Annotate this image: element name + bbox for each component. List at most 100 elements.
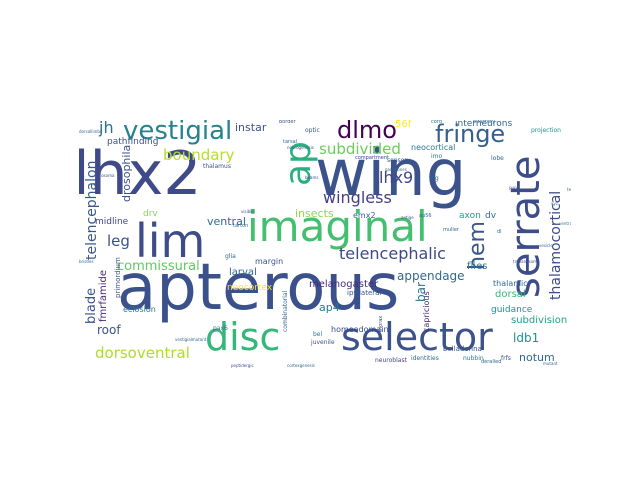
word-margin: margin	[255, 257, 284, 266]
word-cord: cord	[431, 120, 442, 125]
word-lobe: lobe	[491, 155, 504, 162]
word-ap4: ap4	[319, 301, 340, 314]
word-ap56: ap56	[419, 213, 432, 219]
word-vestigialmutant: vestigialmutant	[175, 337, 207, 342]
word-interneurons: interneurons	[455, 120, 513, 129]
word-selector: selector	[341, 315, 493, 359]
word-border: border	[279, 120, 296, 125]
word-fmrfamide: fmrfamide	[98, 269, 109, 322]
word-pathfinding: pathfinding	[107, 137, 159, 147]
word-telencephalic: telencephalic	[339, 244, 446, 263]
word-drosophila: drosophila	[120, 144, 133, 202]
word-notum: notum	[519, 351, 555, 364]
word-thorax: thorax	[378, 315, 384, 332]
word-muller: muller	[443, 227, 459, 233]
word-fringe: fringe	[435, 120, 506, 148]
word-emx2: emx2	[353, 211, 376, 220]
word-nubbin: nubbin	[463, 355, 484, 362]
word-mutant: mutant	[543, 361, 558, 366]
word-roof: roof	[97, 323, 121, 337]
word-lhx2: lhx2	[79, 139, 202, 209]
word-combinatorial: combinatorial	[282, 290, 289, 332]
word-ventralside: ventralside	[559, 221, 571, 226]
word-dlmo: dlmo	[337, 120, 397, 144]
word-optic: optic	[305, 127, 320, 134]
word-neocortical: neocortical	[411, 143, 456, 152]
word-sensory: sensory	[387, 157, 411, 164]
word-melanogaster: melanogaster	[309, 279, 379, 290]
word-tarton: tarton	[233, 223, 249, 229]
word-eclosion: eclosion	[123, 305, 156, 314]
word-apterous: apterous	[117, 251, 400, 325]
word-projection: projection	[531, 127, 561, 134]
word-lim: lim	[135, 214, 206, 268]
word-axon: axon	[459, 211, 481, 221]
word-dorsallimbs: dorsallimbs	[79, 129, 103, 134]
word-appendage: appendage	[397, 269, 465, 283]
word-blade: blade	[84, 287, 99, 324]
word-primordium: primordium	[114, 257, 122, 298]
word-homeodomain: homeodomain	[331, 325, 389, 334]
word-capricious: capricious	[422, 291, 431, 332]
word-midline: midline	[95, 217, 129, 227]
word-larval: larval	[229, 267, 257, 278]
word-thalamic: thalamic	[493, 279, 528, 288]
word-lhx9: lhx9	[379, 168, 414, 187]
word-ipsilateral: ipsilateral	[347, 289, 382, 297]
word-dorsoventral: dorsoventral	[95, 344, 190, 362]
word-ventral: ventral	[207, 215, 246, 228]
word-glia: glia	[225, 253, 236, 260]
word-neocortex: neocortex	[227, 283, 273, 293]
word-fng: fng	[429, 175, 439, 182]
word-ldb1: ldb1	[513, 331, 540, 345]
word-neuroblast: neuroblast	[375, 357, 407, 364]
word-pax6: pax6	[213, 325, 228, 332]
word-subdivided: subdivided	[319, 140, 401, 158]
word-prosoma: prosoma	[97, 173, 115, 178]
word-compartment: compartment	[355, 155, 390, 161]
word-vestigial: vestigial	[123, 120, 233, 146]
word-frfs: frfs	[501, 355, 511, 362]
word-cortexgenesis: cortexgenesis	[287, 363, 315, 368]
word-imaginal: imaginal	[247, 202, 428, 251]
word-dorsal: dorsal	[495, 289, 526, 300]
word-insects: insects	[295, 207, 334, 220]
word-subdivision: subdivision	[511, 315, 568, 326]
word-serrate: serrate	[503, 155, 549, 298]
word-visible: visible	[241, 209, 254, 214]
word-neurogenesis: neurogenesis	[287, 145, 314, 150]
word-antige: antige	[401, 215, 414, 220]
word-vesicle: vesicle	[539, 243, 553, 248]
word-commissural: commissural	[117, 259, 200, 274]
word-dl: dl	[497, 229, 502, 235]
word-belladonna: belladonna	[443, 345, 482, 353]
word-pupa: pupa	[509, 185, 520, 190]
word-jh: jh	[99, 120, 114, 137]
word-wing: wing	[315, 137, 467, 211]
word-bel: bel	[313, 331, 323, 338]
word-trypanosoma: trypanosoma	[513, 259, 540, 264]
word-beams: beams	[305, 175, 319, 180]
word-instar: instar	[235, 121, 267, 134]
word-drv: drv	[143, 209, 158, 219]
word-gangliones: gangliones	[385, 167, 407, 172]
word-imo: imo	[431, 153, 443, 160]
word-disc: disc	[205, 315, 281, 359]
word-deralled: deralled	[481, 359, 502, 365]
word-guidance: guidance	[491, 305, 533, 315]
word-leg: leg	[107, 232, 130, 250]
word-flies: flies	[467, 261, 488, 272]
word-identities: identities	[411, 355, 439, 362]
word-peptidergic: peptidergic	[231, 363, 254, 368]
word-xyz: xyz	[551, 201, 558, 206]
word-bristles: bristles	[79, 259, 94, 264]
word-olfactory: olfactory	[473, 120, 496, 125]
word-tea: tea	[567, 187, 571, 192]
word-cloud: apterous lhx2 wing imaginal lim disc sel…	[79, 120, 571, 368]
word-juvenile: juvenile	[311, 339, 335, 346]
word-56f: 56f	[395, 120, 412, 130]
word-wingless: wingless	[323, 188, 392, 207]
word-boundary: boundary	[163, 146, 235, 164]
word-thalamus: thalamus	[203, 163, 231, 170]
word-dv: dv	[485, 211, 497, 221]
